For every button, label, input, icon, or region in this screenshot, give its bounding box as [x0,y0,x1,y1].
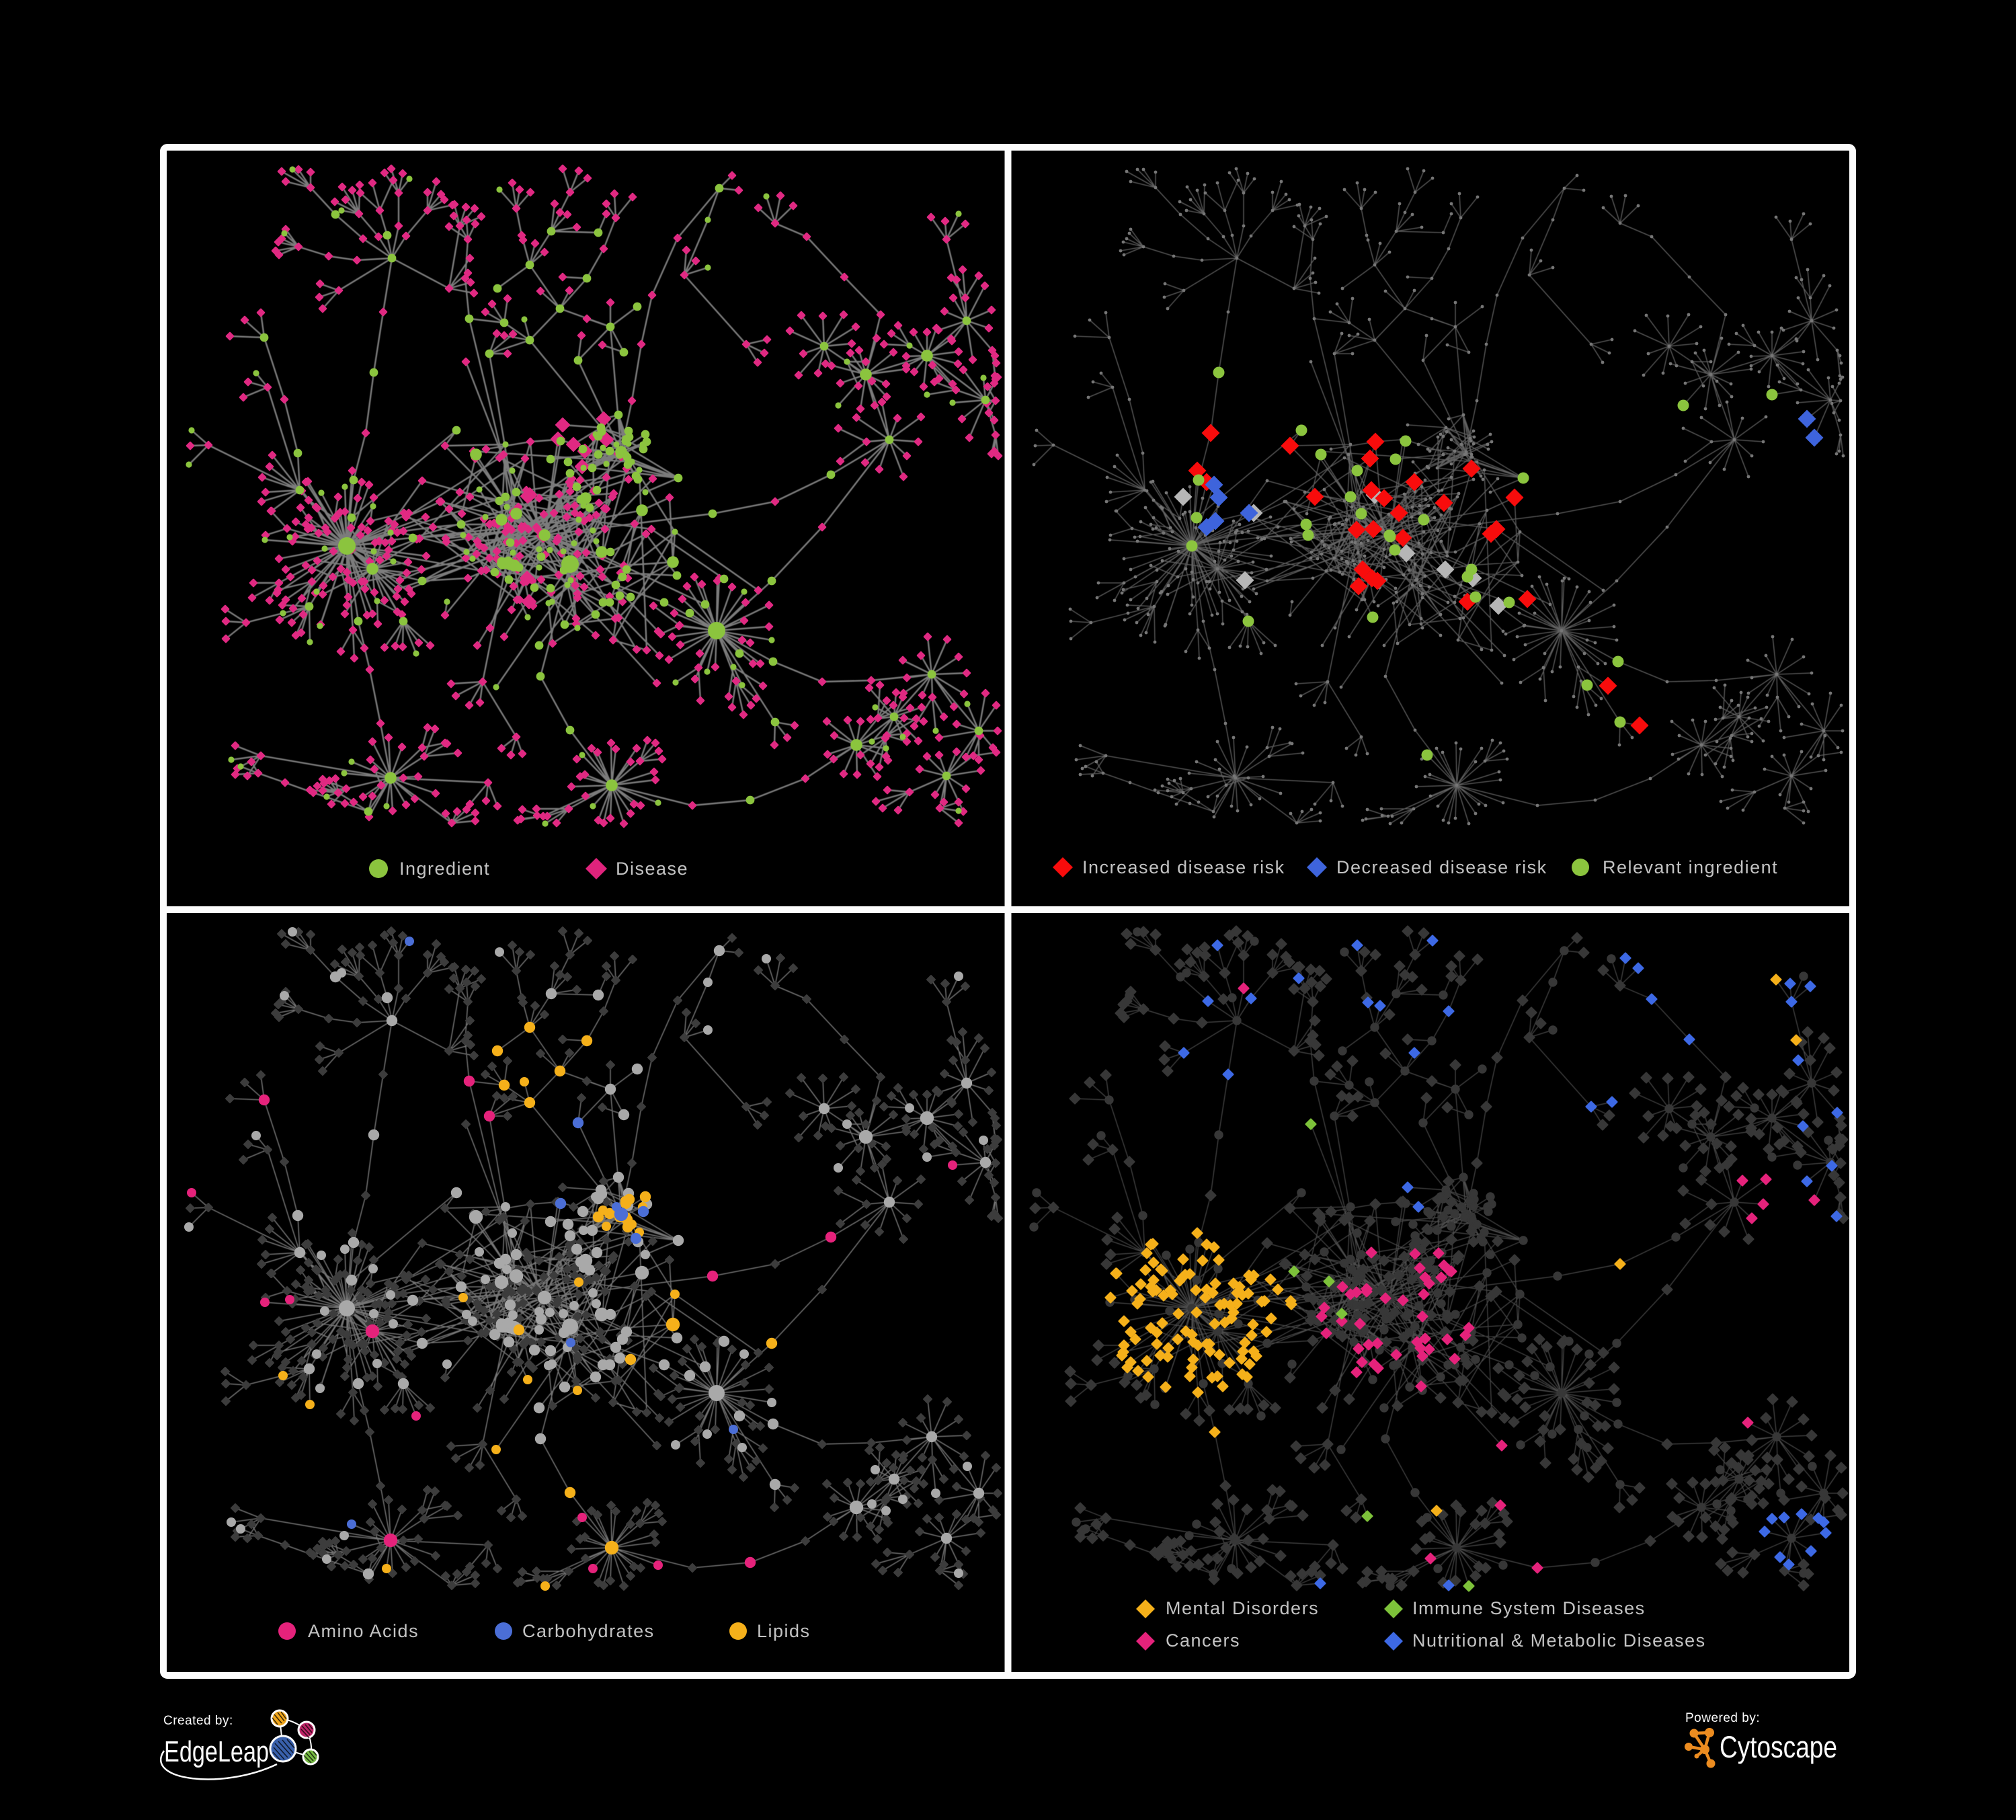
svg-text:Cytoscape: Cytoscape [1720,1730,1837,1764]
svg-text:Decreased disease risk: Decreased disease risk [1336,857,1547,877]
svg-text:Powered by:: Powered by: [1685,1711,1760,1725]
svg-text:Carbohydrates: Carbohydrates [522,1621,655,1641]
svg-text:Amino Acids: Amino Acids [308,1621,419,1641]
svg-text:Increased disease risk: Increased disease risk [1082,857,1285,877]
svg-text:Lipids: Lipids [757,1621,811,1641]
svg-text:Disease: Disease [616,859,688,879]
svg-text:Ingredient: Ingredient [399,859,490,879]
svg-text:Relevant ingredient: Relevant ingredient [1603,857,1778,877]
